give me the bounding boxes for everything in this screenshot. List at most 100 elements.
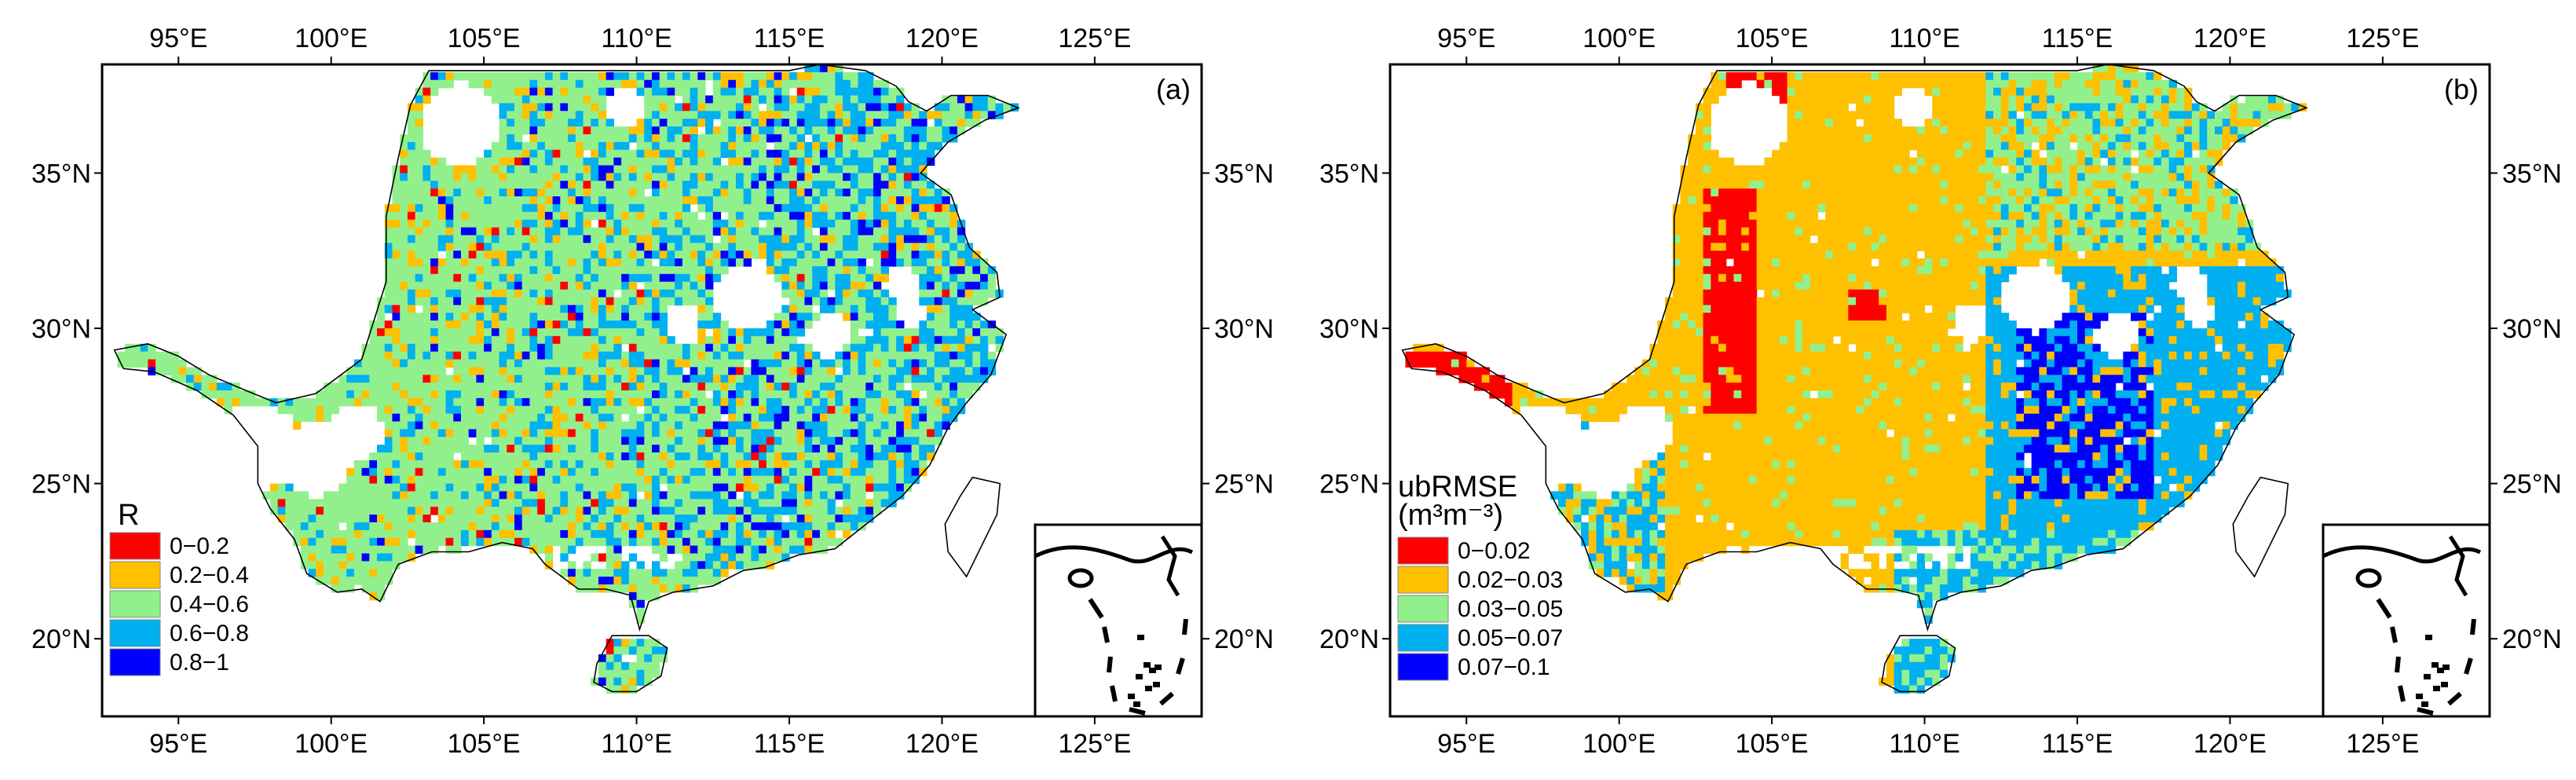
grid-cell <box>392 235 401 244</box>
grid-cell <box>591 335 599 345</box>
grid-cell <box>392 475 401 485</box>
grid-cell <box>552 173 561 181</box>
grid-cell <box>430 313 439 321</box>
grid-cell <box>529 71 538 81</box>
grid-cell <box>430 79 439 89</box>
grid-cell <box>919 452 928 461</box>
grid-cell <box>163 367 172 375</box>
grid-cell <box>369 561 378 569</box>
grid-cell <box>491 507 500 515</box>
grid-cell <box>591 211 599 221</box>
grid-cell <box>621 467 630 477</box>
grid-cell <box>804 383 813 391</box>
grid-cell <box>613 429 622 438</box>
grid-cell <box>781 397 790 407</box>
grid-cell <box>491 537 500 547</box>
grid-cell <box>843 351 851 361</box>
grid-cell <box>751 196 759 205</box>
grid-cell <box>927 313 935 321</box>
grid-cell <box>621 219 630 229</box>
grid-cell <box>850 328 859 337</box>
grid-cell <box>430 460 439 469</box>
grid-cell <box>774 111 782 119</box>
grid-cell <box>743 515 752 523</box>
grid-cell <box>568 289 576 298</box>
grid-cell <box>521 219 531 229</box>
grid-cell <box>690 383 698 391</box>
grid-cell <box>598 661 607 671</box>
grid-cell <box>544 281 554 291</box>
grid-cell <box>850 297 859 306</box>
grid-cell <box>437 537 447 547</box>
grid-cell <box>544 119 554 127</box>
grid-cell <box>751 111 759 119</box>
grid-cell <box>774 437 782 445</box>
grid-cell <box>392 491 401 500</box>
grid-cell <box>819 165 829 174</box>
grid-cell <box>544 437 554 445</box>
grid-cell <box>2146 87 2154 97</box>
grid-cell <box>2092 64 2101 73</box>
grid-cell <box>644 157 653 167</box>
grid-cell <box>804 71 813 81</box>
grid-cell <box>430 297 439 306</box>
grid-cell <box>353 359 363 368</box>
grid-cell <box>445 515 454 523</box>
grid-cell <box>751 561 759 569</box>
grid-cell <box>491 367 500 375</box>
grid-cell <box>759 111 767 119</box>
grid-cell <box>950 126 958 135</box>
grid-cell <box>712 189 722 197</box>
grid-cell <box>743 126 752 135</box>
grid-cell <box>858 351 866 361</box>
grid-cell <box>835 522 843 531</box>
grid-cell <box>346 491 355 500</box>
grid-cell <box>636 119 645 127</box>
grid-cell <box>880 219 889 229</box>
grid-cell <box>766 181 775 189</box>
grid-cell <box>499 375 507 383</box>
grid-cell <box>499 126 507 135</box>
grid-cell <box>835 103 843 112</box>
grid-cell <box>865 211 874 221</box>
grid-cell <box>537 529 546 539</box>
grid-cell <box>552 445 561 453</box>
grid-cell <box>950 413 958 423</box>
grid-cell <box>437 390 447 399</box>
grid-cell <box>575 375 584 383</box>
grid-cell <box>743 561 752 569</box>
grid-cell <box>903 141 913 151</box>
grid-cell <box>804 313 813 321</box>
grid-cell <box>728 375 737 383</box>
grid-cell <box>384 203 393 213</box>
grid-cell <box>514 491 523 500</box>
grid-cell <box>621 320 630 329</box>
grid-cell <box>484 351 492 361</box>
grid-cell <box>942 281 950 291</box>
grid-cell <box>353 475 363 485</box>
grid-cell <box>369 553 378 562</box>
grid-cell <box>430 437 439 445</box>
grid-cell <box>415 297 423 306</box>
grid-cell <box>460 515 470 523</box>
grid-cell <box>957 95 966 104</box>
grid-cell <box>468 390 477 399</box>
grid-cell <box>423 165 431 174</box>
grid-cell <box>735 397 745 407</box>
grid-cell <box>514 157 523 167</box>
grid-cell <box>476 467 485 477</box>
grid-cell <box>812 211 821 221</box>
grid-cell <box>514 203 523 213</box>
grid-cell <box>789 103 798 112</box>
grid-cell <box>575 383 584 391</box>
grid-cell <box>201 375 210 383</box>
grid-cell <box>812 203 821 213</box>
grid-cell <box>568 413 576 423</box>
grid-cell <box>606 141 614 151</box>
grid-cell <box>369 507 378 515</box>
grid-cell <box>675 211 683 221</box>
grid-cell <box>484 265 492 275</box>
grid-cell <box>2084 87 2094 97</box>
grid-cell <box>606 273 614 283</box>
grid-cell <box>880 367 889 375</box>
